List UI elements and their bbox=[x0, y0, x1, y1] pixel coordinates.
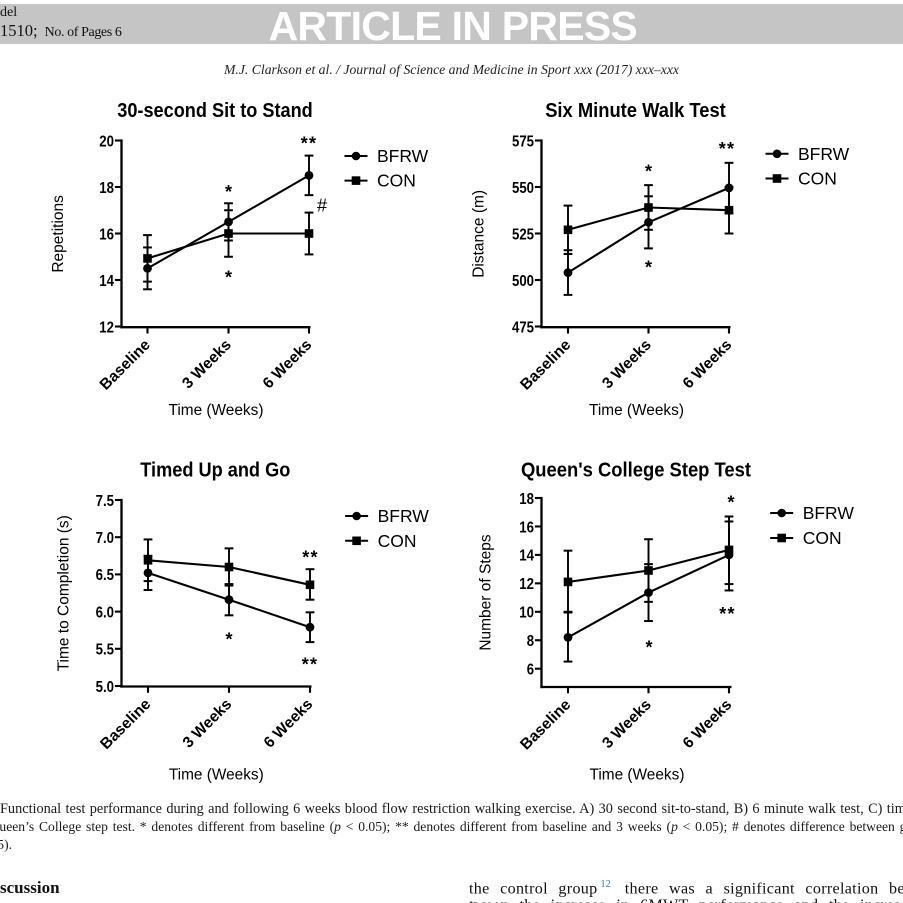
svg-text:7.0: 7.0 bbox=[96, 530, 114, 547]
svg-text:*: * bbox=[225, 268, 232, 288]
svg-text:18: 18 bbox=[519, 491, 534, 508]
svg-text:Six Minute Walk Test: Six Minute Walk Test bbox=[545, 100, 726, 122]
svg-text:*: * bbox=[727, 493, 734, 513]
svg-text:*: * bbox=[225, 182, 232, 202]
svg-text:Time (Weeks): Time (Weeks) bbox=[169, 767, 264, 784]
svg-text:16: 16 bbox=[519, 519, 534, 536]
svg-text:BFRW: BFRW bbox=[803, 503, 855, 523]
svg-text:500: 500 bbox=[512, 273, 534, 290]
svg-text:6: 6 bbox=[527, 662, 534, 679]
svg-text:CON: CON bbox=[377, 171, 416, 191]
svg-text:**: ** bbox=[719, 139, 735, 159]
svg-text:**: ** bbox=[302, 655, 318, 675]
svg-text:Time (Weeks): Time (Weeks) bbox=[590, 767, 685, 784]
svg-text:**: ** bbox=[719, 604, 735, 624]
svg-text:475: 475 bbox=[512, 319, 534, 336]
svg-text:*: * bbox=[225, 629, 232, 649]
svg-text:Time (Weeks): Time (Weeks) bbox=[589, 402, 684, 419]
svg-text:Baseline: Baseline bbox=[517, 696, 574, 753]
svg-text:BFRW: BFRW bbox=[798, 144, 850, 164]
svg-text:14: 14 bbox=[519, 548, 534, 565]
svg-text:7.5: 7.5 bbox=[96, 493, 114, 510]
svg-text:Timed Up and Go: Timed Up and Go bbox=[140, 460, 290, 482]
svg-text:16: 16 bbox=[99, 226, 114, 243]
svg-text:10: 10 bbox=[519, 605, 534, 622]
svg-text:**: ** bbox=[301, 134, 317, 154]
svg-text:6.5: 6.5 bbox=[96, 567, 114, 584]
svg-text:Repetitions: Repetitions bbox=[50, 195, 67, 273]
svg-text:Time (Weeks): Time (Weeks) bbox=[169, 402, 264, 419]
svg-text:12: 12 bbox=[99, 319, 114, 336]
svg-text:8: 8 bbox=[527, 633, 534, 650]
svg-text:Baseline: Baseline bbox=[517, 336, 574, 393]
svg-text:3 Weeks: 3 Weeks bbox=[180, 696, 236, 752]
svg-text:6 Weeks: 6 Weeks bbox=[261, 696, 317, 752]
svg-text:18: 18 bbox=[99, 180, 114, 197]
svg-text:6.0: 6.0 bbox=[96, 604, 114, 621]
svg-text:20: 20 bbox=[99, 133, 114, 150]
svg-text:**: ** bbox=[302, 548, 318, 568]
svg-text:550: 550 bbox=[512, 180, 534, 197]
svg-text:525: 525 bbox=[512, 226, 534, 243]
svg-text:*: * bbox=[645, 258, 652, 278]
svg-text:6 Weeks: 6 Weeks bbox=[680, 696, 736, 752]
svg-text:14: 14 bbox=[99, 273, 114, 290]
svg-text:Queen's College Step Test: Queen's College Step Test bbox=[521, 460, 751, 482]
svg-text:6 Weeks: 6 Weeks bbox=[680, 337, 736, 393]
svg-text:3 Weeks: 3 Weeks bbox=[599, 337, 655, 393]
svg-text:#: # bbox=[317, 196, 327, 216]
svg-text:3 Weeks: 3 Weeks bbox=[179, 337, 235, 393]
svg-text:*: * bbox=[645, 162, 652, 182]
svg-text:Time to Completion (s): Time to Completion (s) bbox=[55, 515, 72, 671]
svg-text:3 Weeks: 3 Weeks bbox=[599, 696, 655, 752]
svg-text:CON: CON bbox=[378, 531, 417, 551]
svg-text:CON: CON bbox=[798, 169, 837, 189]
svg-text:*: * bbox=[645, 637, 652, 657]
svg-text:Baseline: Baseline bbox=[97, 696, 154, 753]
svg-text:5.5: 5.5 bbox=[96, 642, 114, 659]
svg-text:BFRW: BFRW bbox=[377, 146, 429, 166]
svg-text:CON: CON bbox=[803, 528, 842, 548]
svg-text:6 Weeks: 6 Weeks bbox=[260, 337, 316, 393]
svg-text:Distance (m): Distance (m) bbox=[471, 190, 488, 278]
svg-text:30-second Sit to Stand: 30-second Sit to Stand bbox=[117, 100, 313, 122]
svg-text:BFRW: BFRW bbox=[378, 506, 430, 526]
svg-text:5.0: 5.0 bbox=[96, 679, 114, 696]
svg-text:Baseline: Baseline bbox=[97, 336, 154, 393]
svg-text:12: 12 bbox=[519, 576, 534, 593]
svg-text:575: 575 bbox=[512, 133, 534, 150]
svg-text:Number of Steps: Number of Steps bbox=[478, 534, 495, 651]
